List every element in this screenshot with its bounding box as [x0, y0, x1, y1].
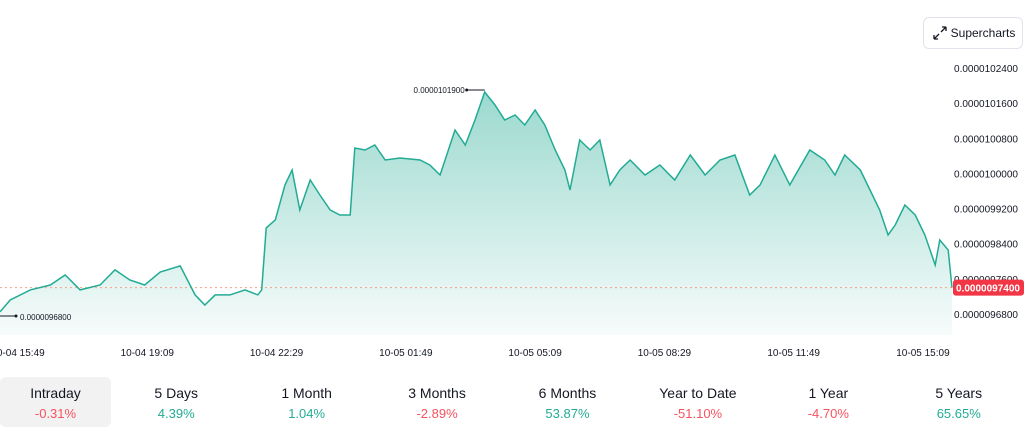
x-tick-label: 10-05 05:09 [508, 348, 562, 359]
price-chart[interactable]: 0.0000102400 0.0000101600 0.0000100800 0.00… [0, 0, 1024, 370]
period-tab-intraday[interactable]: Intraday -0.31% [0, 377, 111, 427]
performance-periods: Intraday -0.31% 5 Days 4.39% 1 Month 1.04% 3 M… [0, 377, 1024, 427]
period-tab-1-month[interactable]: 1 Month 1.04% [241, 377, 371, 427]
period-tab-year-to-date[interactable]: Year to Date -51.10% [633, 377, 763, 427]
period-label: 1 Month [281, 385, 332, 401]
period-label: Year to Date [659, 385, 737, 401]
period-label: 3 Months [408, 385, 466, 401]
period-label: Intraday [30, 385, 81, 401]
period-change: -4.70% [807, 406, 849, 421]
x-tick-label: 10-05 01:49 [379, 348, 433, 359]
high-marker-dot [465, 88, 469, 92]
period-tab-5-years[interactable]: 5 Years 65.65% [894, 377, 1024, 427]
y-tick-label: 0.0000098400 [954, 240, 1018, 251]
period-change: 65.65% [936, 406, 981, 421]
supercharts-button[interactable]: Supercharts [923, 17, 1023, 49]
y-tick-label: 0.0000099200 [954, 205, 1018, 216]
period-change: 53.87% [545, 406, 590, 421]
period-label: 5 Years [935, 385, 983, 401]
last-price-label: 0.0000097400 [956, 284, 1020, 295]
price-line [0, 90, 953, 313]
y-tick-label: 0.0000100800 [954, 134, 1018, 145]
x-tick-label: 10-05 08:29 [638, 348, 692, 359]
period-change: -51.10% [673, 406, 723, 421]
period-tab-1-year[interactable]: 1 Year -4.70% [763, 377, 893, 427]
price-area [0, 92, 953, 335]
y-tick-label: 0.0000100000 [954, 169, 1018, 180]
x-tick-label: 10-04 19:09 [121, 348, 175, 359]
period-tab-6-months[interactable]: 6 Months 53.87% [502, 377, 632, 427]
period-change: 4.39% [157, 406, 195, 421]
period-change: -0.31% [34, 406, 77, 421]
period-label: 5 Days [154, 385, 198, 401]
period-label: 6 Months [538, 385, 597, 401]
low-marker-dot [14, 314, 18, 318]
high-label: 0.0000101900 [414, 86, 466, 95]
y-tick-label: 0.0000096800 [954, 310, 1018, 321]
period-tab-3-months[interactable]: 3 Months -2.89% [372, 377, 502, 427]
x-tick-label: 10-05 11:49 [767, 348, 820, 359]
x-tick-label: 10-04 22:29 [250, 348, 304, 359]
period-change: 1.04% [288, 406, 326, 421]
x-tick-label: 10-04 15:49 [0, 348, 45, 359]
period-label: 1 Year [808, 385, 849, 401]
y-tick-label: 0.0000101600 [954, 99, 1018, 110]
period-change: -2.89% [416, 406, 458, 421]
supercharts-label: Supercharts [950, 26, 1016, 40]
last-price-badge [953, 279, 1024, 296]
low-label: 0.0000096800 [20, 313, 72, 322]
period-tab-5-days[interactable]: 5 Days 4.39% [111, 377, 241, 427]
y-tick-label: 0.0000102400 [954, 64, 1018, 75]
expand-icon [932, 26, 947, 40]
x-tick-label: 10-05 15:09 [896, 348, 950, 359]
